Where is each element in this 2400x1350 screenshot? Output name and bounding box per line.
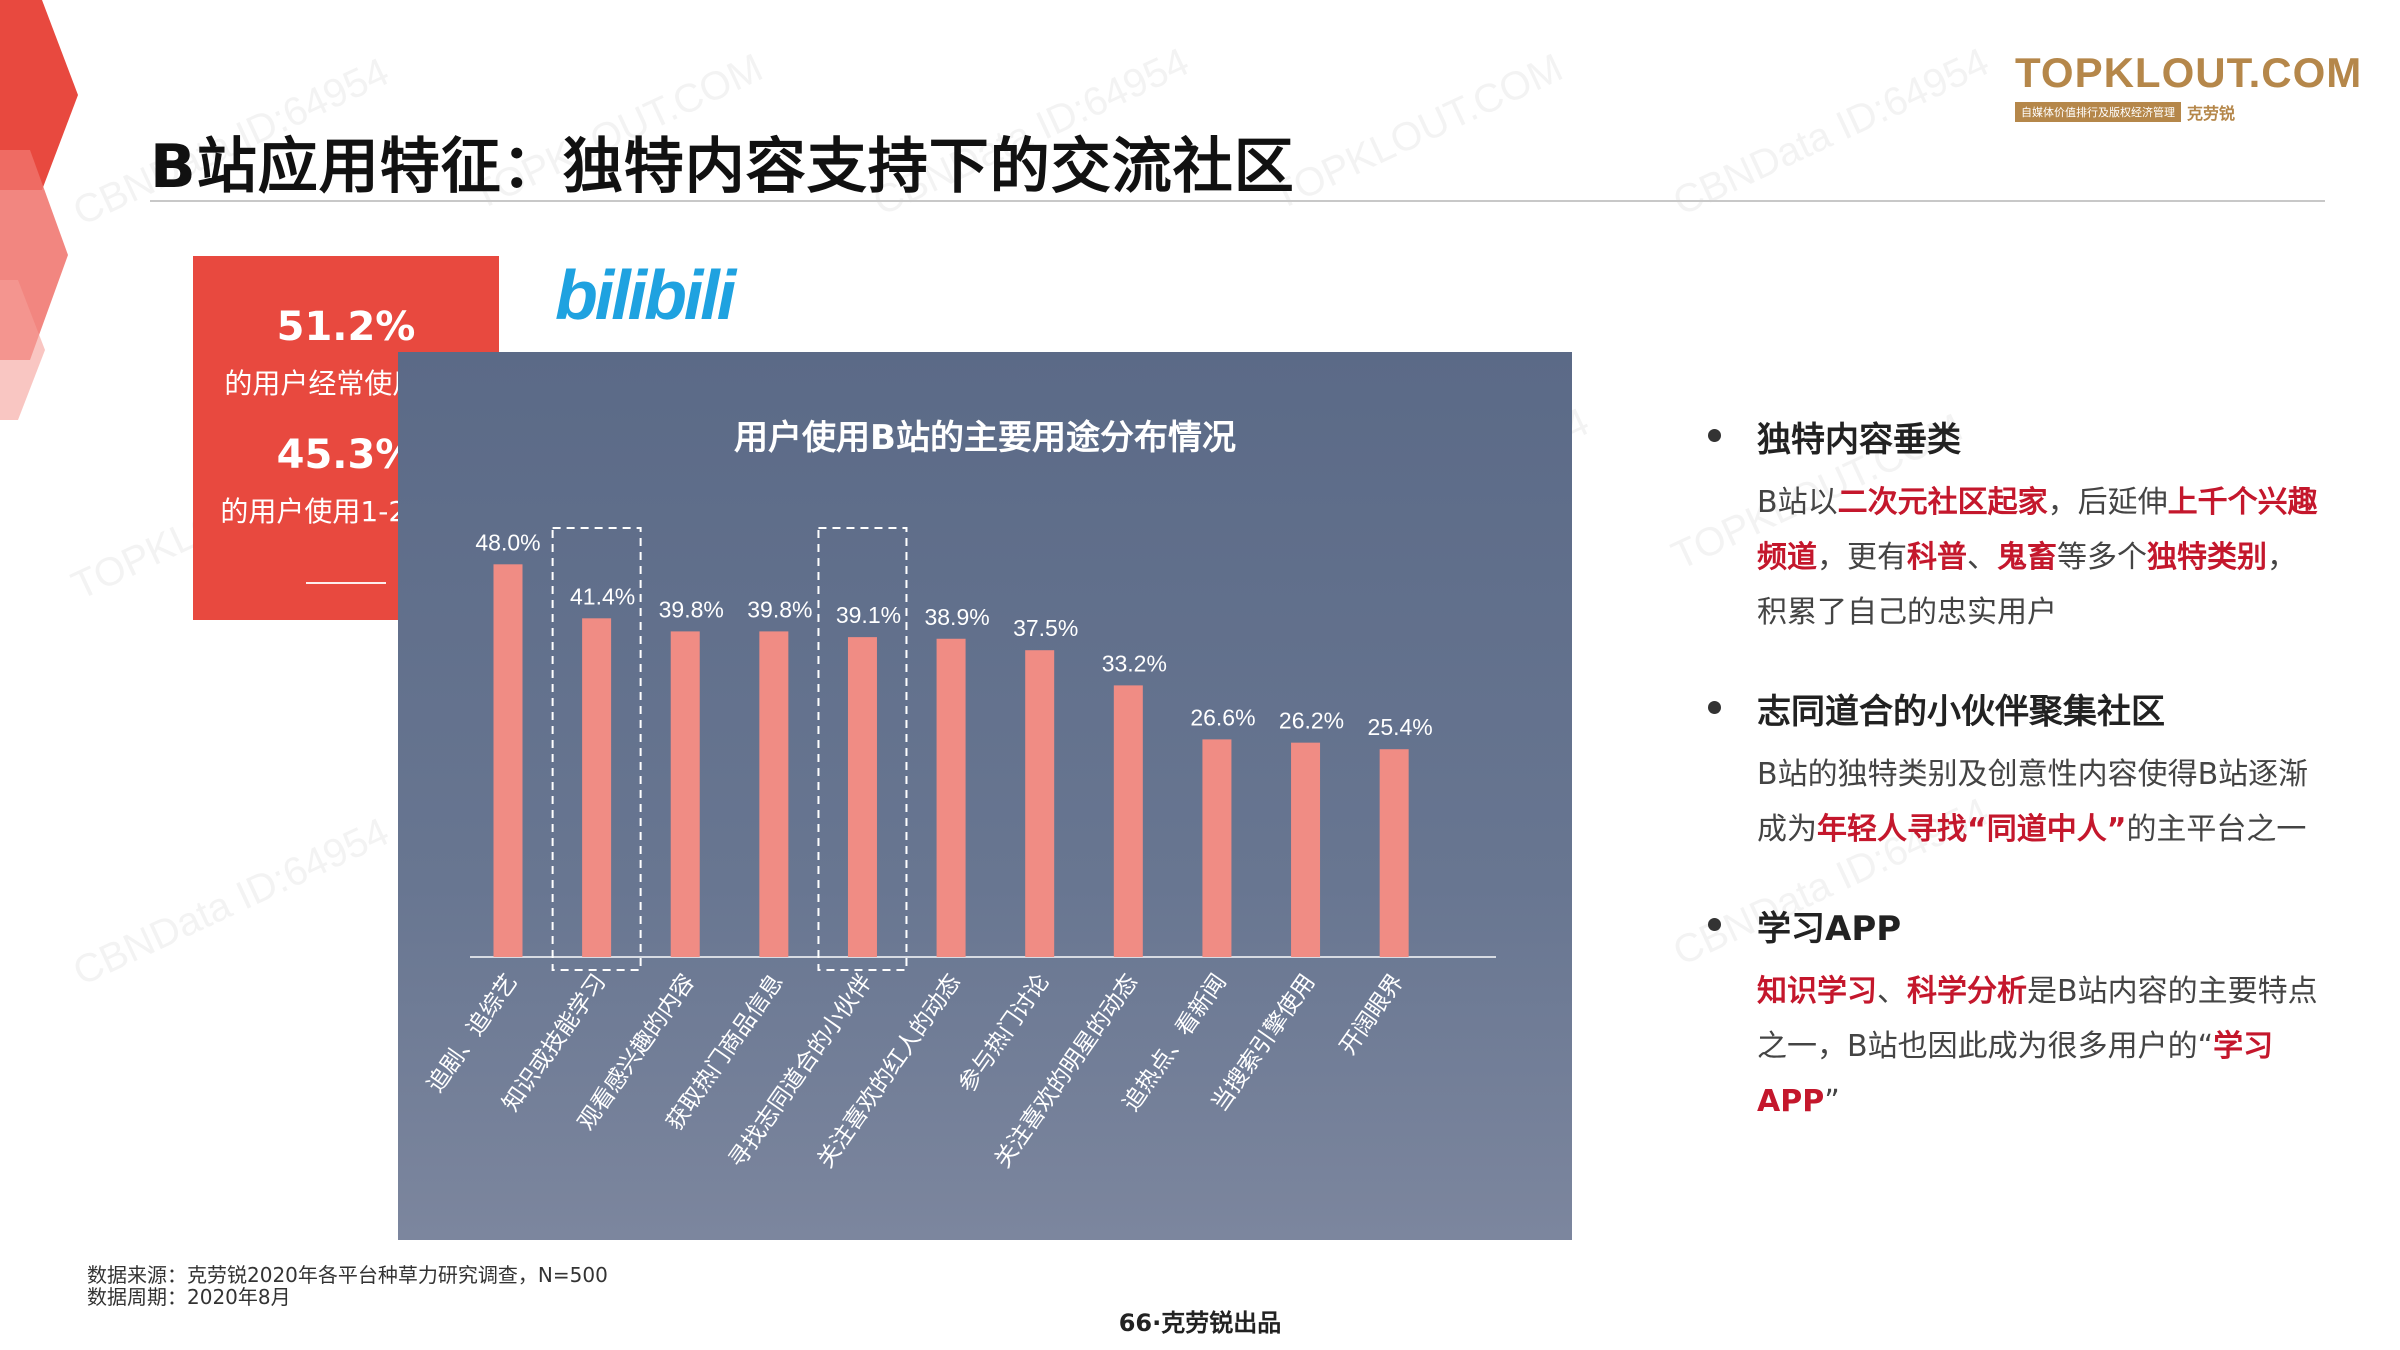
bullet-heading: 学习APP bbox=[1700, 901, 2320, 950]
body-text: 、 bbox=[1967, 540, 1997, 575]
stat-value-daily: 45.3% bbox=[276, 432, 416, 478]
bar bbox=[1202, 739, 1232, 957]
stat-value-frequent: 51.2% bbox=[276, 304, 416, 350]
bar-chart: 48.0%追剧、追综艺41.4%知识或技能学习39.8%观看感兴趣的内容39.8… bbox=[422, 527, 1496, 1173]
x-tick-label: 追剧、追综艺 bbox=[422, 970, 522, 1098]
bilibili-logo: bilibili bbox=[555, 256, 736, 334]
chart-title: 用户使用B站的主要用途分布情况 bbox=[734, 418, 1236, 458]
x-tick-label: 参与热门讨论 bbox=[954, 970, 1054, 1098]
highlight-text: 知识学习 bbox=[1757, 974, 1877, 1009]
corner-decoration bbox=[0, 0, 78, 420]
highlight-text: 学习APP bbox=[1757, 1029, 2274, 1119]
bullet-item: 独特内容垂类 B站以二次元社区起家，后延伸上千个兴趣频道，更有科普、鬼畜等多个独特… bbox=[1700, 412, 2320, 640]
stat-underline bbox=[306, 582, 386, 584]
bar-value-label: 39.8% bbox=[747, 596, 812, 622]
bullet-list: 独特内容垂类 B站以二次元社区起家，后延伸上千个兴趣频道，更有科普、鬼畜等多个独特… bbox=[1700, 412, 2320, 1173]
highlight-text: 年轻人寻找“同道中人” bbox=[1817, 812, 2127, 847]
watermark-text: CBNData ID:64954 bbox=[1666, 39, 1996, 225]
body-text: ，积累了自己的忠实用户 bbox=[1757, 540, 2297, 630]
bar-value-label: 26.2% bbox=[1279, 708, 1344, 734]
logo-brand: 克劳锐 bbox=[2187, 104, 2236, 123]
bullet-body: 知识学习、科学分析是B站内容的主要特点之一，B站也因此成为很多用户的“学习APP… bbox=[1700, 964, 2320, 1129]
bar bbox=[1291, 742, 1321, 957]
bar bbox=[936, 638, 966, 957]
data-source-text: 数据来源：克劳锐2020年各平台种草力研究调查，N=500 bbox=[87, 1263, 608, 1287]
watermark-text: CBNData ID:64954 bbox=[66, 809, 396, 995]
bullet-item: 学习APP 知识学习、科学分析是B站内容的主要特点之一，B站也因此成为很多用户的“… bbox=[1700, 901, 2320, 1129]
body-text: ，后延伸 bbox=[2047, 485, 2168, 520]
logo-tagline: 自媒体价值排行及版权经济管理 bbox=[2015, 102, 2181, 122]
logo-subline: 自媒体价值排行及版权经济管理 克劳锐 bbox=[2015, 100, 2335, 124]
bar bbox=[582, 618, 612, 957]
bar-value-label: 26.6% bbox=[1190, 704, 1255, 730]
chart-panel: 用户使用B站的主要用途分布情况 48.0% 追剧、追综艺 41.4% 知识或技能学习 3… bbox=[398, 352, 1572, 1240]
bar bbox=[670, 631, 700, 957]
page-title: B站应用特征：独特内容支持下的交流社区 bbox=[150, 132, 1295, 202]
highlight-text: 二次元社区起家 bbox=[1837, 485, 2048, 520]
watermark-text: TOPKLOUT.COM bbox=[1265, 45, 1570, 219]
bar-value-label: 39.1% bbox=[836, 602, 901, 628]
bar-value-label: 25.4% bbox=[1368, 714, 1433, 740]
body-text: B站以 bbox=[1757, 485, 1838, 520]
bullet-heading: 独特内容垂类 bbox=[1700, 412, 2320, 461]
body-text: 的主平台之一 bbox=[2126, 812, 2307, 847]
logo-wordmark: TOPKLOUT.COM bbox=[2015, 49, 2363, 96]
bar-value-label: 39.8% bbox=[659, 596, 724, 622]
body-text: 等多个 bbox=[2057, 540, 2147, 575]
x-tick-label: 开阔眼界 bbox=[1335, 970, 1409, 1060]
body-text: B站的独特类别及创意性内容使得B站逐渐成为 bbox=[1757, 757, 2309, 847]
highlight-box bbox=[817, 527, 908, 971]
bullet-body: B站以二次元社区起家，后延伸上千个兴趣频道，更有科普、鬼畜等多个独特类别，积累了… bbox=[1700, 475, 2320, 640]
body-text: 、 bbox=[1877, 974, 1907, 1009]
highlight-text: 科普 bbox=[1907, 540, 1967, 575]
highlight-box bbox=[551, 527, 642, 971]
bar-value-label: 33.2% bbox=[1102, 650, 1167, 676]
body-text: ” bbox=[1824, 1084, 1840, 1119]
bar-value-label: 41.4% bbox=[570, 583, 635, 609]
body-text: ，更有 bbox=[1817, 540, 1907, 575]
highlight-text: 鬼畜 bbox=[1997, 540, 2057, 575]
bar-value-label: 37.5% bbox=[1013, 615, 1078, 641]
bullet-body: B站的独特类别及创意性内容使得B站逐渐成为年轻人寻找“同道中人”的主平台之一 bbox=[1700, 747, 2320, 857]
highlight-text: 上千个兴趣频道 bbox=[1757, 485, 2318, 575]
topklout-logo: TOPKLOUT.COM 自媒体价值排行及版权经济管理 克劳锐 bbox=[2015, 49, 2363, 124]
bar bbox=[847, 637, 877, 957]
bar bbox=[1025, 650, 1055, 957]
title-divider bbox=[150, 200, 2325, 202]
bullet-item: 志同道合的小伙伴聚集社区 B站的独特类别及创意性内容使得B站逐渐成为年轻人寻找“同… bbox=[1700, 684, 2320, 857]
bar-value-label: 38.9% bbox=[924, 604, 989, 630]
bullet-heading: 志同道合的小伙伴聚集社区 bbox=[1700, 684, 2320, 733]
bar-value-label: 48.0% bbox=[475, 529, 540, 555]
highlight-text: 独特类别 bbox=[2147, 540, 2267, 575]
footer-source: 数据来源：克劳锐2020年各平台种草力研究调查，N=500 数据周期：2020年… bbox=[87, 1264, 608, 1308]
bar bbox=[1113, 685, 1143, 957]
body-text: 是B站内容的主要特点之一，B站也因此成为很多用户的“ bbox=[1757, 974, 2318, 1064]
data-period-text: 数据周期：2020年8月 bbox=[87, 1285, 291, 1309]
bar bbox=[493, 564, 523, 957]
page-footer: 66·克劳锐出品 bbox=[1118, 1309, 1282, 1337]
bar bbox=[759, 631, 789, 957]
bar bbox=[1379, 749, 1409, 957]
highlight-text: 科学分析 bbox=[1907, 974, 2027, 1009]
